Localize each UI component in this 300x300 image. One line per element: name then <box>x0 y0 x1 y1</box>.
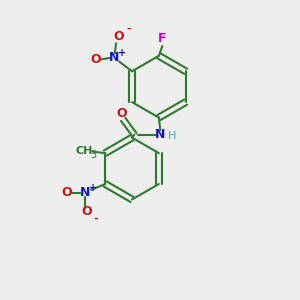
Text: 3: 3 <box>91 150 97 161</box>
Text: -: - <box>94 214 98 224</box>
Text: F: F <box>158 32 166 46</box>
Text: CH: CH <box>76 146 93 156</box>
Text: N: N <box>80 186 90 199</box>
Text: -: - <box>126 23 131 34</box>
Text: O: O <box>114 30 124 43</box>
Text: O: O <box>82 206 92 218</box>
Text: +: + <box>118 48 126 58</box>
Text: H: H <box>168 131 176 141</box>
Text: O: O <box>61 186 72 199</box>
Text: O: O <box>117 107 127 120</box>
Text: +: + <box>89 182 97 193</box>
Text: N: N <box>155 128 166 141</box>
Text: N: N <box>109 52 119 64</box>
Text: O: O <box>90 53 101 66</box>
